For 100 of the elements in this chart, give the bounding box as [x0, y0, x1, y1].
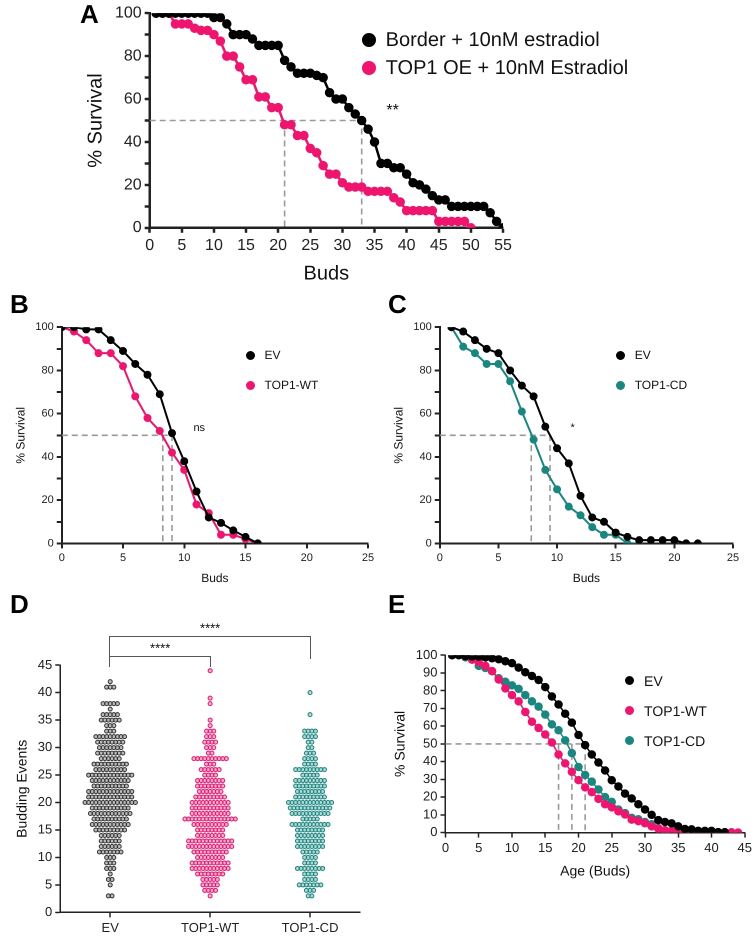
y-tick-label: 40 — [423, 753, 438, 768]
x-tick-label: 35 — [366, 236, 384, 254]
y-tick-label: 0 — [45, 904, 52, 919]
annotation: ns — [193, 422, 206, 434]
y-axis-title: % Survival — [391, 710, 408, 777]
legend-label: EV — [634, 348, 651, 362]
y-tick-label: 80 — [420, 364, 432, 376]
y-tick-label: 20 — [42, 494, 54, 506]
x-tick-label: 30 — [638, 840, 652, 855]
y-tick-label: 20 — [124, 176, 142, 194]
x-tick-label: 15 — [239, 552, 252, 564]
y-tick-label: 20 — [423, 788, 438, 804]
legend-label: TOP1 OE + 10nM Estradiol — [386, 56, 628, 80]
x-tick-label: TOP1-WT — [180, 920, 240, 935]
y-tick-label: 0 — [430, 824, 438, 840]
x-axis-title: Buds — [201, 571, 229, 586]
x-tick-label: 5 — [177, 236, 186, 254]
x-tick-label: 40 — [704, 840, 719, 855]
chart-title: C — [388, 288, 407, 319]
x-tick-label: 20 — [300, 552, 313, 564]
x-tick-label: EV — [102, 920, 120, 935]
y-tick-label: 45 — [38, 656, 52, 672]
x-tick-label: 15 — [610, 552, 622, 564]
x-tick-label: 10 — [504, 840, 520, 855]
y-tick-label: 100 — [114, 4, 142, 22]
annotation: ** — [386, 102, 399, 119]
y-tick-label: 60 — [423, 718, 438, 733]
y-tick-label: 60 — [42, 408, 54, 420]
x-tick-label: 25 — [301, 236, 320, 254]
x-tick-label: 20 — [668, 552, 680, 564]
y-tick-label: 10 — [38, 849, 52, 864]
x-tick-label: 25 — [604, 840, 619, 855]
x-axis-title: Age (Buds) — [560, 862, 630, 878]
legend-label: TOP1-CD — [644, 732, 706, 749]
x-tick-label: 15 — [538, 840, 552, 855]
x-tick-label: 55 — [494, 236, 512, 254]
y-tick-label: 50 — [423, 735, 438, 750]
chart-title: E — [388, 588, 406, 619]
x-tick-label: 35 — [671, 840, 686, 855]
y-tick-label: 40 — [420, 450, 432, 463]
legend-label: Border + 10nM estradiol — [386, 28, 600, 52]
y-tick-label: 5 — [45, 876, 52, 892]
chart-title: D — [10, 588, 29, 619]
x-tick-label: 30 — [334, 236, 352, 254]
x-tick-label: 5 — [495, 552, 502, 564]
y-tick-label: 60 — [124, 90, 142, 108]
y-tick-label: 10 — [423, 806, 438, 822]
x-tick-label: 20 — [571, 840, 586, 855]
x-axis-title: Buds — [572, 571, 600, 586]
y-axis-title: % Survival — [14, 406, 28, 464]
y-tick-label: 0 — [48, 537, 54, 550]
y-tick-label: 100 — [35, 321, 54, 334]
y-tick-label: 100 — [413, 321, 432, 334]
x-tick-label: 50 — [462, 236, 480, 254]
annotation: * — [570, 422, 576, 434]
x-tick-label: 0 — [145, 236, 154, 254]
x-tick-label: 20 — [269, 236, 288, 254]
y-tick-label: 0 — [132, 219, 142, 236]
y-tick-label: 20 — [38, 794, 52, 810]
y-tick-label: 35 — [38, 712, 52, 727]
legend-label: EV — [644, 672, 663, 689]
y-tick-label: 15 — [38, 822, 52, 837]
legend-label: TOP1-WT — [644, 702, 707, 719]
x-tick-label: 10 — [205, 236, 223, 254]
y-tick-label: 100 — [416, 646, 438, 662]
y-tick-label: 25 — [38, 766, 52, 782]
text: **** — [200, 620, 220, 636]
x-tick-label: 10 — [178, 552, 190, 564]
x-tick-label: 15 — [237, 236, 256, 254]
y-tick-label: 70 — [423, 700, 438, 715]
x-tick-label: 25 — [362, 552, 374, 564]
y-axis-title: % Survival — [84, 73, 107, 168]
x-tick-label: 0 — [58, 552, 65, 564]
x-tick-label: 0 — [442, 840, 450, 855]
x-tick-label: 25 — [726, 552, 740, 564]
y-tick-label: 30 — [423, 770, 438, 786]
x-tick-label: 45 — [738, 840, 752, 855]
legend-label: EV — [264, 348, 281, 362]
x-tick-label: TOP1-CD — [282, 920, 338, 935]
y-tick-label: 80 — [423, 682, 438, 698]
chart-title: A — [80, 0, 99, 29]
x-axis-title: Buds — [304, 262, 350, 285]
text: **** — [150, 640, 170, 656]
chart-title: B — [10, 288, 29, 319]
legend-label: TOP1-CD — [634, 378, 688, 392]
y-tick-label: 0 — [426, 537, 432, 550]
y-tick-label: 90 — [423, 664, 438, 680]
legend-label: TOP1-WT — [264, 378, 318, 392]
x-tick-label: 10 — [550, 552, 564, 564]
y-axis-title: Budding Events — [13, 740, 30, 838]
y-tick-label: 40 — [124, 133, 142, 150]
y-tick-label: 60 — [420, 408, 432, 420]
x-tick-label: 40 — [398, 236, 416, 254]
y-tick-label: 40 — [42, 450, 54, 463]
x-tick-label: 5 — [475, 840, 482, 855]
y-tick-label: 20 — [420, 494, 432, 506]
y-tick-label: 40 — [38, 684, 52, 700]
y-axis-title: % Survival — [392, 406, 406, 464]
y-tick-label: 30 — [38, 739, 52, 754]
y-tick-label: 80 — [42, 364, 54, 376]
